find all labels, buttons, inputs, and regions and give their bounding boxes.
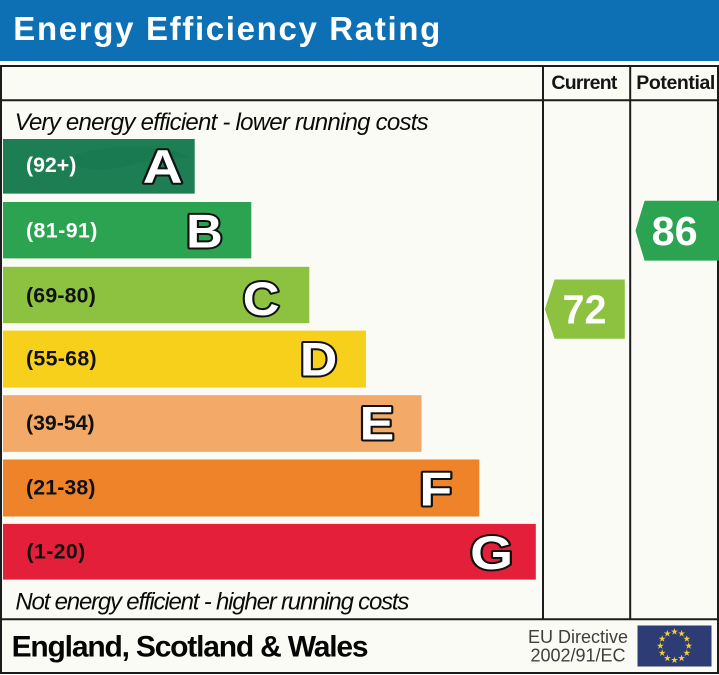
svg-text:C: C xyxy=(243,273,280,326)
svg-text:(1-20): (1-20) xyxy=(27,540,86,564)
svg-text:Energy Efficiency Rating: Energy Efficiency Rating xyxy=(13,10,440,47)
svg-text:86: 86 xyxy=(652,208,698,254)
svg-text:E: E xyxy=(360,397,395,450)
svg-text:(39-54): (39-54) xyxy=(26,411,95,435)
svg-text:72: 72 xyxy=(563,287,607,333)
svg-text:(92+): (92+) xyxy=(26,153,76,177)
svg-text:(81-91): (81-91) xyxy=(26,219,97,243)
svg-text:F: F xyxy=(419,464,452,517)
svg-text:(69-80): (69-80) xyxy=(26,283,96,307)
svg-text:EU Directive: EU Directive xyxy=(528,627,628,647)
svg-text:A: A xyxy=(143,141,183,194)
svg-text:2002/91/EC: 2002/91/EC xyxy=(530,646,625,666)
svg-text:Current: Current xyxy=(551,72,618,94)
svg-text:B: B xyxy=(186,206,223,259)
svg-text:Not energy efficient - higher: Not energy efficient - higher running co… xyxy=(15,588,409,615)
svg-text:England, Scotland & Wales: England, Scotland & Wales xyxy=(12,631,369,664)
svg-text:Potential: Potential xyxy=(636,72,715,94)
svg-text:(21-38): (21-38) xyxy=(26,476,96,500)
svg-text:D: D xyxy=(300,334,337,387)
svg-text:G: G xyxy=(470,527,513,580)
svg-text:(55-68): (55-68) xyxy=(26,347,97,371)
svg-text:Very energy efficient - lower: Very energy efficient - lower running co… xyxy=(15,109,429,136)
